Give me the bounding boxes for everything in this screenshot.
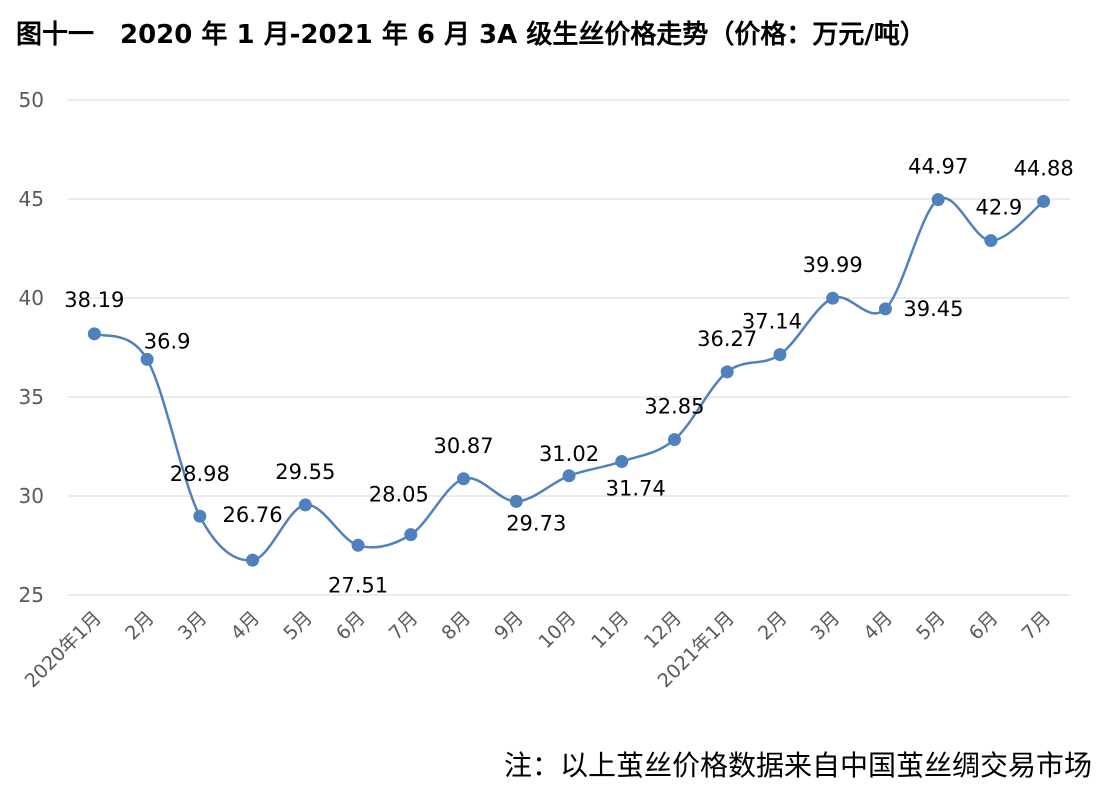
x-tick-label: 6月 bbox=[965, 607, 1003, 645]
data-point bbox=[404, 528, 418, 542]
data-label: 29.73 bbox=[506, 511, 566, 535]
y-tick-label: 50 bbox=[19, 88, 44, 112]
data-point bbox=[87, 327, 101, 341]
y-tick-label: 25 bbox=[19, 583, 44, 607]
data-label: 26.76 bbox=[223, 503, 283, 527]
data-point bbox=[298, 498, 312, 512]
x-tick-label: 5月 bbox=[279, 607, 317, 645]
x-tick-label: 11月 bbox=[587, 607, 633, 653]
x-tick-label: 3月 bbox=[807, 607, 845, 645]
data-label: 30.87 bbox=[433, 434, 493, 458]
data-label: 42.9 bbox=[976, 196, 1023, 220]
chart-title: 图十一 2020 年 1 月-2021 年 6 月 3A 级生丝价格走势（价格：… bbox=[16, 20, 926, 50]
data-points bbox=[87, 193, 1051, 567]
data-label: 27.51 bbox=[328, 573, 388, 597]
data-label: 44.97 bbox=[908, 155, 968, 179]
data-label: 44.88 bbox=[1014, 156, 1074, 180]
x-tick-label: 8月 bbox=[438, 607, 476, 645]
data-point bbox=[1037, 194, 1051, 208]
data-point bbox=[193, 509, 207, 523]
data-point bbox=[457, 472, 471, 486]
data-label: 36.9 bbox=[144, 329, 191, 353]
data-point bbox=[931, 193, 945, 207]
data-label: 39.45 bbox=[903, 297, 963, 321]
x-tick-label: 3月 bbox=[174, 607, 212, 645]
data-point bbox=[667, 433, 681, 447]
data-label: 39.99 bbox=[803, 253, 863, 277]
data-point bbox=[615, 455, 629, 469]
data-point bbox=[246, 553, 260, 567]
data-label: 28.98 bbox=[170, 462, 230, 486]
data-label: 36.27 bbox=[697, 327, 757, 351]
x-tick-label: 4月 bbox=[227, 607, 265, 645]
y-tick-label: 40 bbox=[19, 286, 44, 310]
data-labels: 38.19 36.9 28.98 26.76 29.55 27.51 28.05 30.87 2… bbox=[64, 155, 1073, 598]
data-label: 38.19 bbox=[64, 288, 124, 312]
x-tick-label: 6月 bbox=[332, 607, 370, 645]
x-tick-label: 2月 bbox=[121, 607, 159, 645]
data-point bbox=[878, 302, 892, 316]
data-point bbox=[351, 538, 365, 552]
data-label: 32.85 bbox=[644, 395, 704, 419]
x-tick-label: 7月 bbox=[1018, 607, 1056, 645]
x-tick-label: 2020年1月 bbox=[21, 607, 106, 692]
data-label: 31.02 bbox=[539, 442, 599, 466]
data-label: 28.05 bbox=[369, 483, 429, 507]
data-point bbox=[720, 365, 734, 379]
data-point bbox=[984, 234, 998, 248]
y-axis: 25 30 35 40 45 50 bbox=[19, 88, 44, 607]
data-label: 29.55 bbox=[275, 460, 335, 484]
data-point bbox=[140, 352, 154, 366]
data-point bbox=[826, 291, 840, 305]
x-tick-label: 4月 bbox=[859, 607, 897, 645]
y-tick-label: 30 bbox=[19, 484, 44, 508]
x-tick-label: 12月 bbox=[640, 607, 686, 653]
x-tick-label: 7月 bbox=[385, 607, 423, 645]
source-note: 注：以上茧丝价格数据来自中国茧丝绸交易市场 bbox=[503, 749, 1092, 782]
data-label: 31.74 bbox=[606, 477, 666, 501]
x-tick-label: 9月 bbox=[490, 607, 528, 645]
data-label: 37.14 bbox=[742, 310, 802, 334]
data-point bbox=[773, 348, 787, 362]
x-tick-label: 5月 bbox=[912, 607, 950, 645]
x-tick-label: 2月 bbox=[754, 607, 792, 645]
data-point bbox=[509, 494, 523, 508]
gridlines bbox=[68, 99, 1070, 596]
y-tick-label: 35 bbox=[19, 385, 44, 409]
y-tick-label: 45 bbox=[19, 187, 44, 211]
x-tick-label: 10月 bbox=[534, 607, 580, 653]
data-point bbox=[562, 469, 576, 483]
